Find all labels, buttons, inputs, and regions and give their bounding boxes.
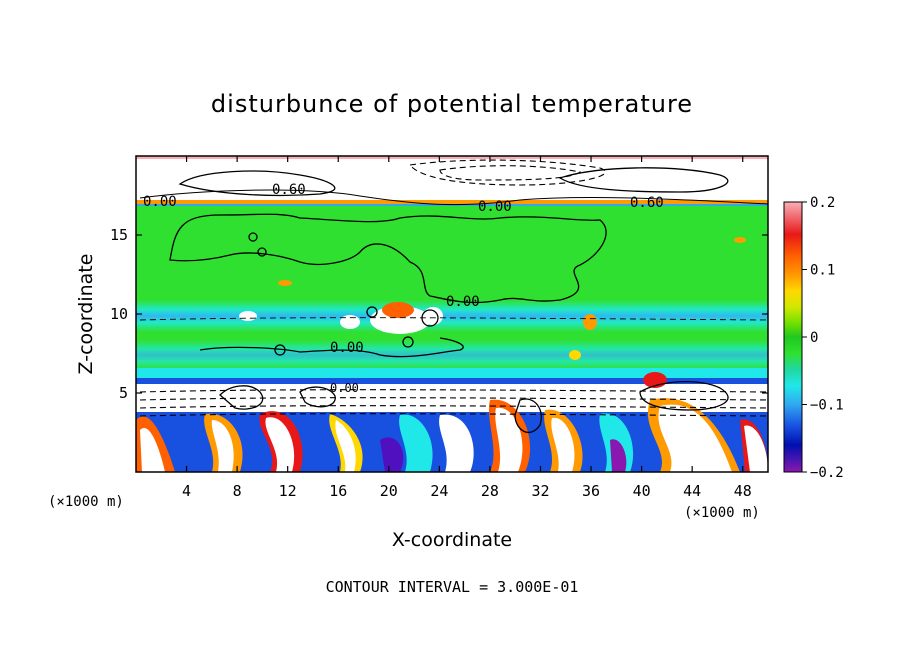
colorbar-tick-label: 0.1 (810, 263, 835, 279)
contour-label: 0.00 (330, 381, 359, 395)
colorbar-tick-label: 0 (810, 330, 818, 346)
upper-band-edge-3 (136, 156, 768, 159)
contour-lines (139, 167, 768, 434)
lower-blue-edge (136, 378, 768, 384)
colorbar: 0.2 0.1 0 −0.1 −0.2 (783, 195, 844, 481)
x-unit-label-right: (×1000 m) (684, 505, 760, 521)
plot-field (136, 156, 768, 472)
turbulent-patches (136, 398, 768, 472)
x-tick-label: 12 (279, 482, 297, 500)
x-tick-label: 40 (633, 482, 651, 500)
x-axis-ticks: 4 8 12 16 20 24 28 32 36 40 44 48 (182, 156, 752, 500)
contour-label: 0.60 (272, 182, 306, 198)
x-tick-label: 36 (582, 482, 600, 500)
colorbar-tick-label: −0.1 (810, 398, 844, 414)
x-tick-label: 4 (182, 482, 191, 500)
contour-interval-note: CONTOUR INTERVAL = 3.000E-01 (326, 578, 579, 596)
upper-band-edge (136, 200, 768, 204)
x-tick-label: 44 (683, 482, 701, 500)
anomaly-blobs (239, 237, 746, 388)
y-axis-ticks: 5 10 15 (110, 226, 768, 402)
y-tick-label: 5 (119, 384, 128, 402)
mid-cyan-band-2 (136, 340, 768, 370)
colorbar-gradient (783, 201, 803, 473)
x-axis-title: X-coordinate (392, 529, 512, 551)
contour-label: 0.00 (446, 294, 480, 310)
x-tick-label: 24 (430, 482, 448, 500)
x-tick-label: 32 (531, 482, 549, 500)
contour-label-group: 0.60 0.00 0.00 0.60 0.00 0.00 0.00 (143, 182, 664, 395)
y-tick-label: 10 (110, 305, 128, 323)
x-tick-label: 28 (481, 482, 499, 500)
dashed-contours (139, 159, 768, 417)
x-tick-label: 16 (329, 482, 347, 500)
y-tick-label: 15 (110, 226, 128, 244)
contour-label: 0.60 (630, 195, 664, 211)
colorbar-tick-label: −0.2 (810, 465, 844, 481)
lower-cyan-band (136, 368, 768, 380)
contour-label: 0.00 (143, 194, 177, 210)
upper-band (136, 156, 768, 204)
x-tick-label: 48 (734, 482, 752, 500)
x-tick-label: 20 (380, 482, 398, 500)
x-tick-label: 8 (233, 482, 242, 500)
y-axis-title: Z-coordinate (75, 254, 97, 375)
x-unit-label-left: (×1000 m) (48, 494, 124, 510)
chart-title: disturbunce of potential temperature (211, 90, 693, 118)
contour-label: 0.00 (330, 340, 364, 356)
colorbar-ticks: 0.2 0.1 0 −0.1 −0.2 (802, 195, 844, 481)
contour-label: 0.00 (478, 199, 512, 215)
colorbar-tick-label: 0.2 (810, 195, 835, 211)
